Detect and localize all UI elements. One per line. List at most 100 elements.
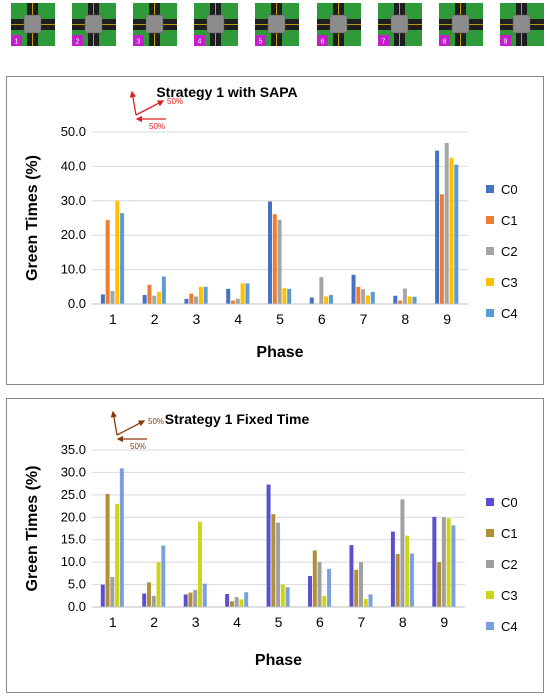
bar-c3 xyxy=(115,503,120,607)
phase-thumbnail: 7 xyxy=(378,3,422,46)
thumbnail-number: 8 xyxy=(443,39,447,46)
phase-thumbnail: 2 xyxy=(72,3,116,46)
legend-label-c0: C0 xyxy=(501,495,518,510)
legend-swatch-c3 xyxy=(486,278,494,286)
bar-c4 xyxy=(119,468,124,607)
thumbnail-badge xyxy=(439,35,450,46)
bar-c0 xyxy=(393,295,398,304)
thumbnail-number: 9 xyxy=(504,39,508,46)
bar-c2 xyxy=(319,277,324,304)
y-tick-label: 35.0 xyxy=(61,442,86,457)
thumbnail-badge xyxy=(255,35,266,46)
phase-thumbnail: 5 xyxy=(255,3,299,46)
bar-c0 xyxy=(432,516,437,607)
legend-label-c1: C1 xyxy=(501,213,518,228)
bar-c0 xyxy=(100,584,105,607)
annotation-arrow xyxy=(135,100,165,116)
bar-c4 xyxy=(161,545,166,607)
x-tick-label: 3 xyxy=(192,614,200,630)
bar-c3 xyxy=(363,598,368,607)
legend-swatch-c3 xyxy=(486,591,494,599)
legend-label-c4: C4 xyxy=(501,619,518,634)
bar-c1 xyxy=(354,569,359,607)
bar-c4 xyxy=(454,164,459,304)
thumbnail-intersection xyxy=(267,14,286,34)
legend-swatch-c2 xyxy=(486,247,494,255)
thumbnail-number: 6 xyxy=(321,39,325,46)
phase-thumbnail: 1 xyxy=(11,3,55,46)
bar-c0 xyxy=(183,594,188,607)
bar-c3 xyxy=(449,157,454,304)
bar-c2 xyxy=(110,576,115,607)
bar-c0 xyxy=(225,593,230,607)
y-tick-label: 20.0 xyxy=(61,227,86,242)
thumbnail-badge xyxy=(500,35,511,46)
legend-swatch-c0 xyxy=(486,498,494,506)
x-axis-label: Phase xyxy=(256,344,303,361)
phase-thumbnail: 8 xyxy=(439,3,483,46)
bar-c4 xyxy=(451,525,456,607)
bar-c3 xyxy=(240,283,245,304)
legend-swatch-c1 xyxy=(486,529,494,537)
x-tick-label: 9 xyxy=(440,614,448,630)
bar-c4 xyxy=(244,592,249,607)
thumbnail-badge xyxy=(378,35,389,46)
bar-c4 xyxy=(370,291,375,304)
y-tick-label: 15.0 xyxy=(61,532,86,547)
legend-swatch-c2 xyxy=(486,560,494,568)
phase-thumbnail: 6 xyxy=(317,3,361,46)
thumbnail-badge xyxy=(194,35,205,46)
legend-label-c4: C4 xyxy=(501,306,518,321)
bar-c0 xyxy=(390,531,395,607)
bar-c0 xyxy=(226,288,231,304)
annotation-arrow xyxy=(110,410,118,436)
bar-c2 xyxy=(402,288,407,304)
bar-c4 xyxy=(368,594,373,607)
bar-c1 xyxy=(189,293,194,304)
bar-c2 xyxy=(234,597,239,607)
y-tick-label: 40.0 xyxy=(61,158,86,173)
bar-c1 xyxy=(398,300,403,304)
legend-label-c3: C3 xyxy=(501,588,518,603)
annotation-arrow xyxy=(116,420,146,436)
phase-thumbnail-strip: 1 2 3 4 5 6 7 8 9 xyxy=(11,3,544,46)
thumbnail-badge xyxy=(133,35,144,46)
thumbnail-number: 2 xyxy=(76,39,80,46)
bar-c1 xyxy=(271,514,276,607)
bar-c1 xyxy=(105,493,110,607)
bar-c0 xyxy=(308,576,312,607)
thumbnail-number: 4 xyxy=(198,39,202,46)
y-axis-label: Green Times (%) xyxy=(24,155,41,281)
bar-c1 xyxy=(147,284,152,304)
bar-c0 xyxy=(309,297,314,304)
legend-swatch-c4 xyxy=(486,622,494,630)
phase-thumbnail: 9 xyxy=(500,3,544,46)
x-tick-label: 1 xyxy=(109,614,117,630)
x-tick-label: 5 xyxy=(275,614,283,630)
bar-c3 xyxy=(115,200,120,304)
bar-c2 xyxy=(359,562,363,607)
thumbnail-intersection xyxy=(206,14,225,34)
bar-c0 xyxy=(266,484,271,607)
bar-c2 xyxy=(151,595,156,607)
legend-label-c2: C2 xyxy=(501,244,518,259)
y-tick-label: 20.0 xyxy=(61,509,86,524)
x-tick-label: 6 xyxy=(318,311,326,327)
bar-c3 xyxy=(405,535,410,607)
y-tick-label: 5.0 xyxy=(68,577,86,592)
bar-c1 xyxy=(395,554,400,607)
bar-c2 xyxy=(361,289,366,304)
x-axis-label: Phase xyxy=(255,652,302,669)
bar-c0 xyxy=(351,274,356,304)
thumbnail-intersection xyxy=(512,14,531,34)
phase-thumbnail: 3 xyxy=(133,3,177,46)
bar-c0 xyxy=(349,545,354,607)
bar-c0 xyxy=(142,593,147,607)
thumbnail-intersection xyxy=(84,14,103,34)
y-tick-label: 10.0 xyxy=(61,554,86,569)
x-tick-label: 2 xyxy=(151,311,159,327)
fixed-time-bar-chart: 0.0 5.0 10.0 15.0 20.0 25.0 30.0 35.0 1 2 3 4 5 6 7 8 9 S… xyxy=(24,410,518,669)
bar-c0 xyxy=(184,298,189,304)
bar-c2 xyxy=(235,298,240,304)
bar-c4 xyxy=(161,276,166,304)
